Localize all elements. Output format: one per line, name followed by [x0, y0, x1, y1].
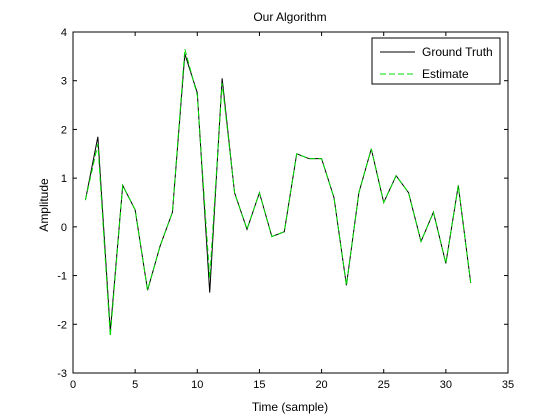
- legend-box: [371, 37, 501, 85]
- series-line-estimate: [84, 48, 472, 337]
- ticks-layer: 0 5 10 15 20 25 30 35 -3 -2 -1 0 1 2 3 4: [57, 27, 514, 391]
- y-tick-label: 3: [61, 76, 67, 88]
- y-tick-label: -2: [57, 319, 67, 331]
- y-tick-label: 4: [61, 27, 67, 39]
- y-tick-label: 1: [61, 173, 67, 185]
- chart-title: Our Algorithm: [253, 10, 326, 24]
- y-axis-label: Amplitude: [37, 178, 51, 232]
- y-tick-label: -3: [57, 368, 67, 380]
- x-tick-label: 10: [191, 379, 203, 391]
- plot-area: [72, 31, 509, 374]
- x-axis-label: Time (sample): [252, 400, 328, 414]
- x-tick-label: 0: [70, 379, 76, 391]
- series-layer: [84, 48, 472, 337]
- x-tick-label: 35: [502, 379, 514, 391]
- legend-label-estimate: Estimate: [422, 67, 469, 81]
- x-tick-label: 20: [315, 379, 327, 391]
- x-tick-label: 25: [378, 379, 390, 391]
- y-tick-label: -1: [57, 271, 67, 283]
- x-tick-label: 5: [132, 379, 138, 391]
- legend: Ground Truth Estimate: [371, 37, 501, 85]
- legend-label-ground-truth: Ground Truth: [422, 45, 493, 59]
- x-tick-label: 15: [253, 379, 265, 391]
- y-tick-label: 0: [61, 222, 67, 234]
- x-tick-label: 30: [440, 379, 452, 391]
- y-tick-label: 2: [61, 124, 67, 136]
